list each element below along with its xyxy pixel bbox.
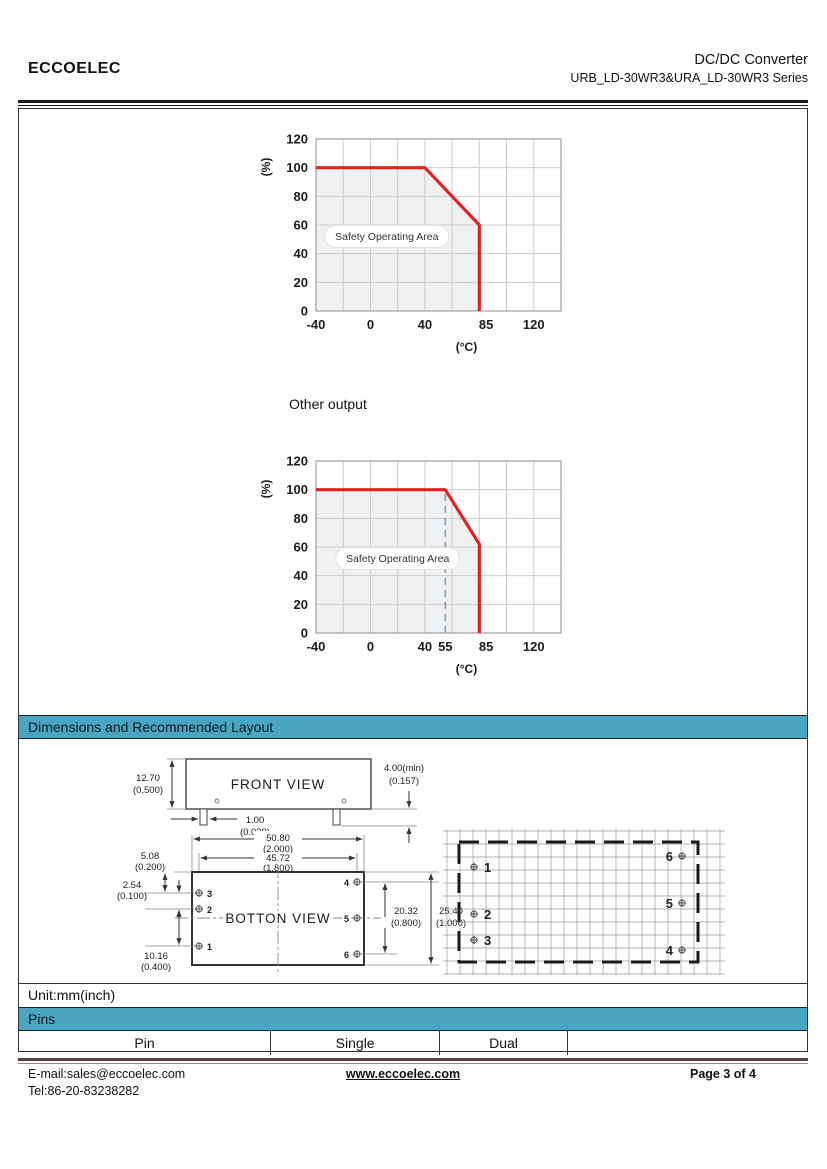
pins-section-header: Pins [19, 1007, 807, 1031]
bottom-view-drawing: 50.80 (2.000) 45.72 (1.800) BOTTON VIEW [117, 831, 466, 973]
header-divider [18, 100, 808, 106]
svg-text:(°C): (°C) [456, 662, 477, 676]
series-title: URB_LD-30WR3&URA_LD-30WR3 Series [570, 71, 808, 85]
dim-right-outer-mm: 25.40 [439, 906, 463, 917]
dimensions-section-header: Dimensions and Recommended Layout [19, 715, 807, 739]
svg-text:85: 85 [479, 317, 493, 332]
recommended-layout-drawing: 1 2 3 6 5 4 [443, 829, 725, 975]
svg-text:80: 80 [294, 511, 308, 526]
pins-col-single: Single [270, 1031, 441, 1055]
svg-text:100: 100 [286, 482, 308, 497]
svg-text:100: 100 [286, 160, 308, 175]
layout-pin-5-label: 5 [666, 896, 673, 911]
other-output-label: Other output [289, 396, 367, 412]
svg-text:85: 85 [479, 639, 493, 654]
svg-text:40: 40 [294, 568, 308, 583]
layout-pin-markers [470, 852, 686, 954]
footer-page-number: Page 3 of 4 [690, 1067, 756, 1081]
derating-chart-top-svg: -40 0 40 85 120020406080100120(%)(°C)Safety … [259, 132, 562, 354]
dim-body-width-inch: (2.000) [263, 844, 293, 855]
svg-text:40: 40 [294, 246, 308, 261]
dim-left-mid-mm: 2.54 [123, 880, 142, 891]
pin-3-label: 3 [207, 889, 212, 899]
svg-text:0: 0 [301, 626, 308, 641]
layout-pin-3-label: 3 [484, 933, 491, 948]
layout-pin-1-label: 1 [484, 860, 491, 875]
unit-label: Unit:mm(inch) [19, 983, 807, 1007]
dim-left-bot-inch: (0.400) [141, 962, 171, 973]
derating-chart-top: -40 0 40 85 120 0 20 40 60 80 100 120 (%) (°C) Safety … [246, 129, 807, 366]
dim-right-inner-mm: 20.32 [394, 906, 418, 917]
footer-tel: Tel:86-20-83238282 [28, 1084, 140, 1098]
layout-pin-6-label: 6 [666, 849, 673, 864]
svg-text:55: 55 [438, 639, 452, 654]
derating-chart-other-output-svg: -40 0 40 55 85 120020406080100120(%)(°C)Safet… [259, 454, 562, 676]
pin-4-label: 4 [344, 878, 349, 888]
dim-right-inner-inch: (0.800) [391, 918, 421, 929]
dim-pin-len-mm: 4.00(min) [384, 763, 424, 774]
layout-pin-2-label: 2 [484, 907, 491, 922]
footer-website-link[interactable]: www.eccoelec.com [345, 1067, 461, 1081]
svg-text:20: 20 [294, 597, 308, 612]
svg-text:(%): (%) [259, 158, 273, 177]
svg-text:Safety Operating Area: Safety Operating Area [335, 231, 438, 243]
dimensions-drawings: 12.70 (0.500) 1.00 (0.039) 4.00(min) (0.… [19, 739, 807, 983]
dim-right-outer-inch: (1.000) [436, 918, 466, 929]
svg-text:40: 40 [418, 639, 432, 654]
pin-markers-left [195, 889, 203, 950]
derating-charts-section: -40 0 40 85 120 0 20 40 60 80 100 120 (%) (°C) Safety … [19, 109, 807, 715]
dim-pin-span-mm: 45.72 [266, 853, 290, 864]
svg-text:60: 60 [294, 540, 308, 555]
svg-text:120: 120 [523, 639, 545, 654]
pin-6-label: 6 [344, 950, 349, 960]
derating-chart-other-output: -40 0 40 55 85 120 0 20 40 60 80 100 120 (%) (°C) Safet… [246, 451, 807, 688]
dim-left-mid-inch: (0.100) [117, 891, 147, 902]
svg-text:40: 40 [418, 317, 432, 332]
svg-text:0: 0 [367, 317, 374, 332]
pins-col-pin: Pin [19, 1031, 271, 1055]
svg-text:Safety Operating Area: Safety Operating Area [346, 553, 449, 565]
dim-left-bot-mm: 10.16 [144, 951, 168, 962]
svg-text:60: 60 [294, 218, 308, 233]
dim-front-height-inch: (0.500) [133, 785, 163, 796]
pin-markers-right [353, 878, 361, 958]
pins-table-header-row: Pin Single Dual [19, 1031, 807, 1055]
pin-1-label: 1 [207, 942, 212, 952]
mounting-hole-icon [341, 798, 347, 804]
dim-pin-len-inch: (0.157) [389, 776, 419, 787]
svg-text:(%): (%) [259, 480, 273, 499]
svg-text:120: 120 [523, 317, 545, 332]
content-box: -40 0 40 85 120 0 20 40 60 80 100 120 (%) (°C) Safety … [18, 108, 808, 1055]
svg-text:20: 20 [294, 275, 308, 290]
svg-text:(°C): (°C) [456, 340, 477, 354]
dim-front-height-mm: 12.70 [136, 773, 160, 784]
pin-5-label: 5 [344, 914, 349, 924]
front-view-drawing: 12.70 (0.500) 1.00 (0.039) 4.00(min) (0.… [133, 758, 424, 843]
svg-text:-40: -40 [307, 639, 326, 654]
svg-text:120: 120 [286, 132, 308, 147]
pin-2-label: 2 [207, 905, 212, 915]
company-logo-text: ECCOELEC [28, 60, 121, 77]
svg-text:-40: -40 [307, 317, 326, 332]
svg-text:120: 120 [286, 454, 308, 469]
layout-outline [457, 840, 700, 964]
dim-pin-dia-mm: 1.00 [246, 815, 265, 826]
dim-left-top-mm: 5.08 [141, 851, 160, 862]
layout-pin-4-label: 4 [666, 943, 674, 958]
pins-col-empty [567, 1031, 807, 1055]
footer-divider [18, 1058, 808, 1064]
dim-body-width-mm: 50.80 [266, 833, 290, 844]
svg-text:80: 80 [294, 189, 308, 204]
pins-col-dual: Dual [439, 1031, 568, 1055]
front-view-title: FRONT VIEW [231, 777, 326, 792]
svg-text:0: 0 [367, 639, 374, 654]
footer-email: E-mail:sales@eccoelec.com [28, 1067, 186, 1081]
product-title: DC/DC Converter [694, 52, 808, 68]
pins-table: Pin Single Dual [19, 1031, 807, 1055]
bottom-view-title: BOTTON VIEW [225, 911, 330, 926]
dim-left-top-inch: (0.200) [135, 862, 165, 873]
svg-text:0: 0 [301, 304, 308, 319]
mounting-hole-icon [214, 798, 220, 804]
